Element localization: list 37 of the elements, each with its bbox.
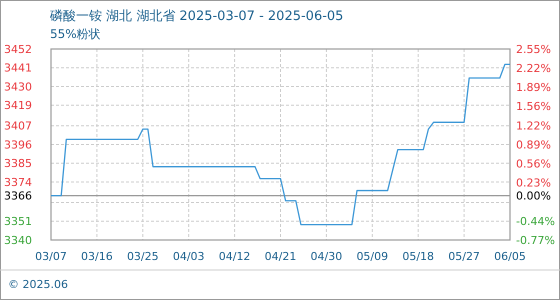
x-tick-label: 06/05 [494, 250, 526, 263]
y-tick-label: 3374 [4, 176, 32, 189]
y-tick-label: 3452 [4, 42, 32, 56]
y2-tick-label: 2.55% [516, 42, 551, 56]
text: © 2025.06 [8, 278, 68, 291]
x-tick-label: 03/25 [126, 250, 159, 263]
y-tick-label: 3430 [4, 80, 32, 94]
x-tick-label: 04/12 [218, 250, 250, 263]
y2-tick-label: 1.89% [516, 80, 551, 94]
y-tick-label: 3396 [4, 138, 32, 152]
chart-title: 磷酸一铵 湖北 湖北省 2025-03-07 - 2025-06-05 [49, 9, 344, 24]
y2-tick-label: -0.44% [516, 214, 555, 228]
y2-tick-label: 0.00% [516, 190, 551, 203]
x-tick-label: 03/16 [81, 250, 113, 263]
y2-tick-label: 2.22% [516, 62, 551, 75]
y-tick-label: 3366 [4, 190, 32, 203]
y-tick-label: 3340 [4, 234, 32, 247]
y-tick-label: 3419 [4, 99, 32, 112]
x-tick-label: 04/03 [172, 250, 205, 263]
x-tick-label: 05/09 [356, 250, 388, 263]
x-tick-label: 04/21 [264, 250, 296, 263]
y2-tick-label: 1.56% [516, 100, 551, 113]
x-tick-label: 03/07 [35, 250, 67, 263]
y-tick-label: 3441 [4, 62, 32, 75]
x-tick-label: 04/30 [310, 250, 342, 263]
line-series [50, 64, 511, 226]
chart-subtitle: 55%粉状 [50, 27, 101, 41]
y-tick-label: 3385 [4, 157, 32, 170]
y2-tick-label: -0.77% [516, 234, 555, 247]
x-tick-label: 05/18 [402, 250, 434, 263]
y2-tick-label: 0.89% [516, 138, 551, 152]
y2-tick-label: 1.22% [516, 119, 551, 132]
x-tick-label: 05/27 [448, 250, 480, 263]
y-tick-label: 3351 [4, 215, 32, 228]
y2-tick-label: 0.23% [516, 176, 551, 190]
y-tick-label: 3407 [4, 120, 32, 133]
y2-tick-label: 0.56% [516, 157, 551, 170]
